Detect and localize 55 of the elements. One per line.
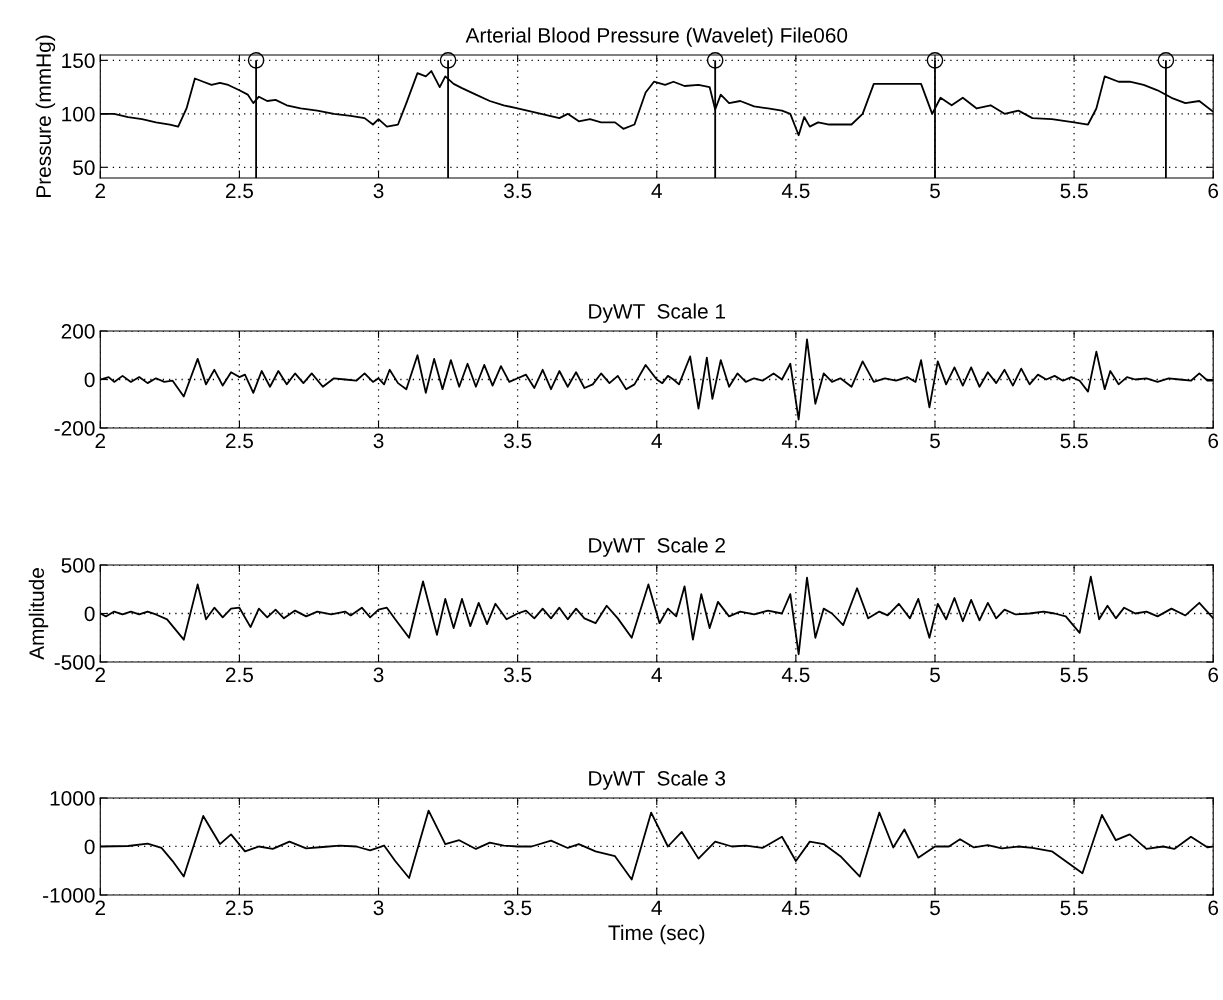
x-tick-label: 2.5 [225, 183, 254, 199]
x-tick-label: 2 [95, 667, 106, 682]
x-tick-label: 3 [373, 183, 384, 199]
x-tick-label: 2 [95, 433, 106, 448]
x-tick-label: 6 [1208, 900, 1219, 916]
chart-title: DyWT Scale 1 [589, 303, 726, 323]
x-tick-label: 4.5 [781, 433, 810, 449]
x-tick-label: 3 [373, 433, 384, 449]
x-tick-label: 4 [651, 900, 662, 915]
x-tick-label: 5.5 [1060, 433, 1088, 449]
chart-title: DyWT Scale 3 [589, 770, 726, 790]
x-tick-label: 3.5 [503, 667, 532, 683]
x-tick-label: 4.5 [781, 183, 810, 199]
chart-title: DyWT Scale 2 [589, 537, 725, 557]
x-tick-label: 5.5 [1060, 183, 1088, 199]
x-tick-label: 5 [930, 900, 940, 916]
x-tick-label: 4 [651, 667, 662, 682]
y-tick-label: 500 [61, 558, 95, 573]
x-tick-label: 2 [95, 183, 106, 198]
y-tick-label: -200 [54, 421, 95, 436]
x-tick-label: 6 [1208, 433, 1219, 449]
x-tick-label: 4.5 [781, 900, 810, 916]
x-tick-label: 3.5 [503, 900, 532, 916]
y-tick-label: 0 [84, 606, 95, 622]
x-tick-label: 5 [930, 667, 940, 683]
chart-title: Arterial Blood Pressure (Wavelet) File060 [465, 27, 848, 47]
x-tick-label: 5 [930, 183, 940, 199]
y-tick-label: 200 [61, 324, 95, 339]
x-tick-label: 6 [1208, 667, 1219, 683]
y-axis-title: Amplitude [28, 568, 49, 660]
x-tick-label: 2.5 [225, 667, 254, 683]
x-tick-label: 3 [373, 900, 384, 916]
x-axis-title: Time (sec) [608, 924, 705, 945]
y-tick-label: 1000 [50, 791, 95, 806]
x-tick-label: 3.5 [503, 433, 532, 449]
x-tick-label: 2.5 [225, 433, 254, 449]
x-tick-label: 5 [930, 433, 940, 449]
x-tick-label: 4.5 [781, 667, 810, 683]
x-tick-label: 4 [651, 433, 662, 448]
y-tick-label: 100 [62, 106, 95, 122]
y-tick-label: 50 [73, 160, 95, 176]
y-tick-label: -500 [54, 655, 95, 670]
y-axis-title: Pressure (mmHg) [35, 35, 56, 197]
x-tick-label: 2.5 [225, 900, 254, 916]
x-tick-label: 3.5 [503, 183, 532, 199]
y-tick-label: -1000 [43, 888, 95, 903]
x-tick-label: 4 [651, 183, 662, 198]
y-tick-label: 0 [84, 839, 95, 855]
x-tick-label: 6 [1208, 183, 1219, 199]
x-tick-label: 2 [95, 900, 106, 915]
x-tick-label: 3 [373, 667, 384, 683]
y-tick-label: 0 [84, 372, 95, 388]
x-tick-label: 5.5 [1060, 900, 1088, 916]
x-tick-label: 5.5 [1060, 667, 1088, 683]
y-tick-label: 150 [62, 53, 95, 69]
